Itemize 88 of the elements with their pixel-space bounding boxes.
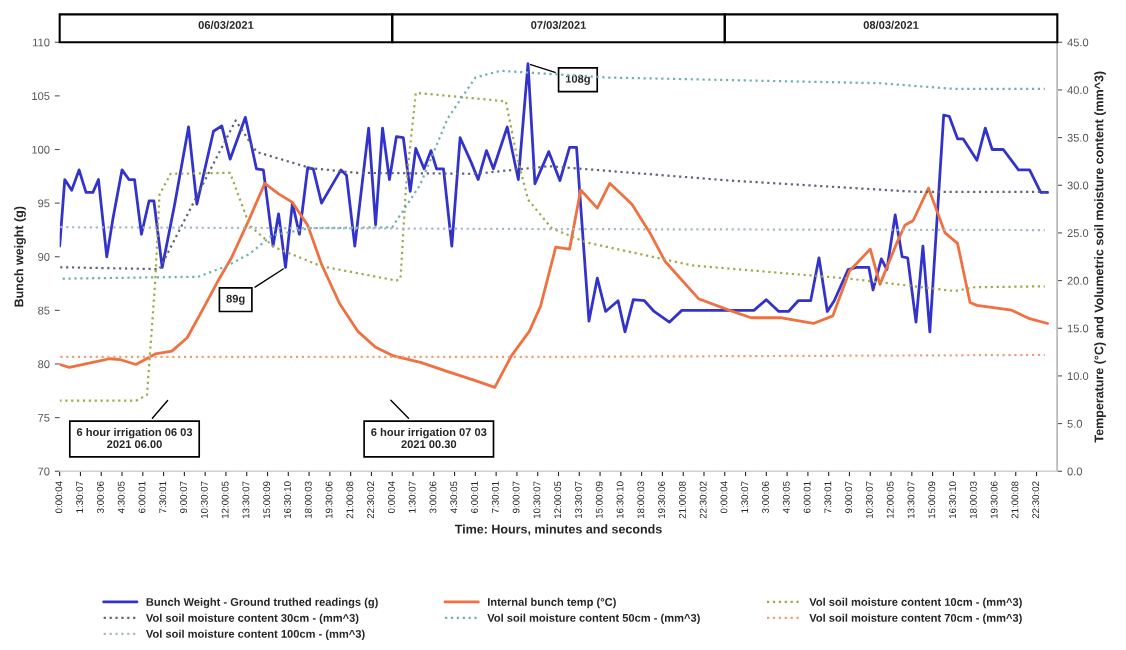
- y2-axis-title: Temperature (°C) and Volumetric soil moisture content (mm^3): [1094, 71, 1106, 443]
- legend-label: Bunch Weight - Ground truthed readings (g): [146, 597, 378, 609]
- x-tick-label: 12:00:05: [554, 481, 562, 519]
- x-tick-label: 4:30:05: [782, 481, 790, 514]
- x-tick-label: 9:00:07: [845, 481, 853, 513]
- x-tick-label: 9:00:07: [180, 481, 187, 513]
- x-tick-label: 6:00:01: [138, 481, 146, 513]
- x-tick-label: 6:00:01: [803, 481, 811, 513]
- annotation: 6 hour irrigation 06 03 2021 06.00: [76, 427, 193, 449]
- legend-label: Vol soil moisture content 100cm - (mm^3): [145, 629, 365, 640]
- annotation: 108g: [565, 74, 590, 85]
- x-tick-label: 1:30:07: [408, 481, 416, 513]
- x-tick-label: 6:00:01: [471, 481, 478, 513]
- x-tick-label: 13:30:07: [242, 481, 250, 519]
- y-tick-label: 75: [38, 414, 50, 422]
- x-tick-label: 4:30:05: [450, 481, 458, 514]
- x-tick-label: 1:30:07: [76, 481, 84, 513]
- line-series: [59, 62, 1049, 334]
- y2-tick-label: 40.0: [1067, 86, 1089, 95]
- y-tick-label: 95: [38, 199, 50, 208]
- x-tick-label: 21:00:08: [346, 481, 354, 519]
- y2-tick-label: 10.0: [1067, 372, 1089, 381]
- annotation: 89g: [226, 294, 245, 305]
- x-tick-label: 15:00:09: [263, 481, 271, 519]
- line-series: [59, 91, 1046, 402]
- x-tick-label: 19:30:06: [658, 481, 666, 519]
- legend-label: Vol soil moisture content 10cm - (mm^3): [809, 597, 1022, 609]
- x-tick-label: 16:30:10: [949, 481, 956, 519]
- x-tick-label: 10:30:07: [533, 481, 541, 519]
- x-tick-label: 10:30:07: [200, 481, 208, 519]
- x-tick-label: 7:30:01: [159, 481, 167, 513]
- y-axis-title: Bunch weight (g): [14, 206, 26, 307]
- y2-tick-label: 5.0: [1067, 419, 1083, 428]
- x-tick-label: 0:00:04: [387, 481, 395, 514]
- x-tick-label: 10:30:07: [865, 481, 873, 519]
- x-tick-label: 22:30:02: [699, 481, 707, 519]
- y-tick-label: 70: [38, 467, 50, 476]
- y-tick-label: 90: [38, 253, 50, 261]
- x-tick-label: 13:30:07: [907, 481, 915, 519]
- x-tick-label: 21:00:08: [1011, 481, 1019, 519]
- x-tick-label: 12:00:05: [221, 481, 229, 519]
- x-tick-label: 3:00:06: [429, 481, 437, 514]
- x-tick-label: 7:30:01: [491, 481, 499, 513]
- y2-tick-label: 30.0: [1067, 181, 1089, 190]
- y2-tick-label: 25.0: [1067, 229, 1089, 238]
- y-tick-label: 110: [33, 38, 50, 47]
- x-tick-label: 15:00:09: [928, 481, 936, 519]
- x-tick-label: 19:30:06: [990, 481, 998, 519]
- y-tick-label: 100: [32, 145, 50, 154]
- line-series: [59, 181, 1049, 389]
- x-tick-label: 16:30:10: [616, 481, 624, 519]
- x-tick-label: 18:00:03: [304, 481, 312, 519]
- x-tick-label: 9:00:07: [512, 481, 520, 513]
- x-tick-label: 22:30:02: [1032, 481, 1040, 519]
- x-tick-label: 18:00:03: [637, 481, 645, 519]
- y-tick-label: 80: [38, 360, 50, 369]
- y-tick-label: 85: [38, 306, 50, 315]
- y2-tick-label: 15.0: [1067, 324, 1089, 333]
- legend-label: Vol soil moisture content 30cm - (mm^3): [145, 613, 359, 625]
- x2-tick-label: 07/03/2021: [531, 20, 586, 30]
- y2-tick-label: 35.0: [1067, 133, 1089, 142]
- annotation: 6 hour irrigation 07 03 2021 00.30: [371, 427, 487, 449]
- x-tick-label: 4:30:05: [117, 481, 125, 514]
- line-series: [59, 119, 1046, 271]
- x2-tick-label: 06/03/2021: [198, 20, 254, 30]
- x-tick-label: 13:30:07: [575, 481, 582, 519]
- legend-label: Internal bunch temp (°C): [487, 597, 616, 609]
- y2-tick-label: 20.0: [1067, 276, 1089, 285]
- x-tick-label: 1:30:07: [741, 481, 749, 513]
- x-tick-label: 16:30:10: [284, 481, 291, 519]
- y2-tick-label: 0.0: [1067, 467, 1083, 476]
- x-tick-label: 22:30:02: [367, 481, 375, 519]
- x-tick-label: 18:00:03: [969, 481, 977, 519]
- legend-label: Vol soil moisture content 50cm - (mm^3): [487, 613, 700, 625]
- y-tick-label: 105: [32, 92, 50, 101]
- x-tick-label: 19:30:06: [325, 481, 333, 519]
- x-tick-label: 0:00:04: [720, 481, 728, 514]
- x-tick-label: 3:00:06: [96, 481, 104, 514]
- x-tick-label: 12:00:05: [886, 481, 894, 519]
- y2-tick-label: 45.0: [1067, 38, 1089, 47]
- x-tick-label: 21:00:08: [678, 481, 686, 519]
- x2-tick-label: 08/03/2021: [863, 20, 919, 30]
- legend-label: Vol soil moisture content 70cm - (mm^3): [809, 613, 1022, 625]
- x-tick-label: 7:30:01: [824, 481, 832, 513]
- x-tick-label: 3:00:06: [762, 481, 769, 514]
- x-tick-label: 15:00:09: [595, 481, 603, 519]
- x-tick-label: 0:00:04: [55, 481, 63, 514]
- x-axis-title: Time: Hours, minutes and seconds: [454, 524, 662, 536]
